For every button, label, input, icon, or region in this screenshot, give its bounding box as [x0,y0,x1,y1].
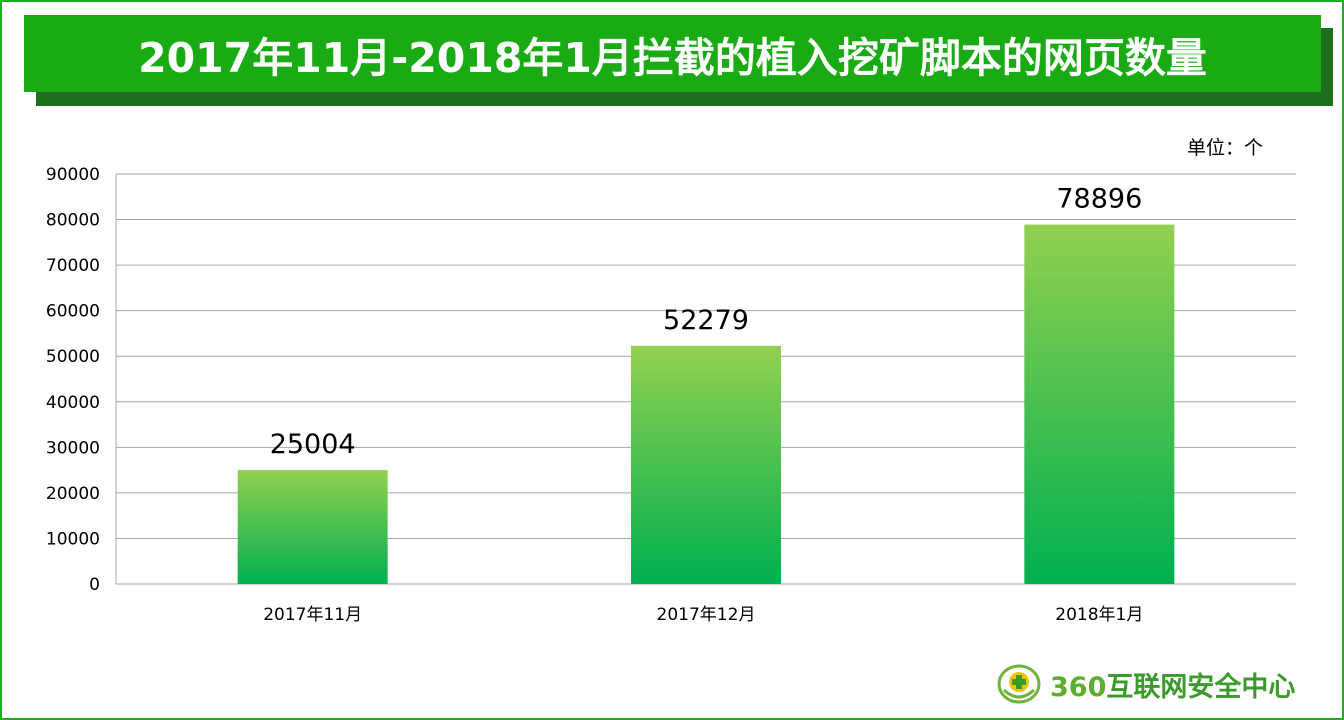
y-tick-label: 10000 [46,529,100,549]
bar [631,345,781,584]
brand-text: 互联网安全中心 [1106,671,1296,703]
y-tick-label: 70000 [46,256,100,276]
data-label: 52279 [663,305,749,336]
bars [237,224,1175,584]
y-tick-label: 0 [89,575,100,595]
y-tick-label: 80000 [46,211,100,231]
chart-title: 2017年11月-2018年1月拦截的植入挖矿脚本的网页数量 [138,33,1207,82]
brand-logo: 360互联网安全中心 [996,664,1295,704]
shield-logo-icon [997,664,1041,704]
brand-name: 360互联网安全中心 [1050,665,1295,704]
bar [237,470,388,584]
brand-number: 360 [1050,671,1107,703]
x-tick-label: 2017年12月 [657,605,756,625]
bar [1024,224,1175,584]
y-tick-label: 40000 [46,393,100,413]
x-tick-label: 2017年11月 [263,605,362,625]
data-label: 78896 [1056,184,1142,215]
title-bar: 2017年11月-2018年1月拦截的植入挖矿脚本的网页数量 [24,15,1321,92]
data-label: 25004 [270,429,356,460]
y-tick-label: 30000 [46,438,100,458]
y-tick-label: 90000 [46,165,100,185]
y-tick-label: 50000 [46,347,100,367]
y-tick-label: 20000 [46,484,100,504]
x-axis-ticks: 2017年11月 2017年12月 2018年1月 [263,605,1143,625]
data-labels: 25004 52279 78896 [270,184,1143,461]
x-tick-label: 2018年1月 [1055,605,1143,625]
y-axis-ticks: 0 10000 20000 30000 40000 50000 60000 70000 8000… [46,165,100,595]
unit-label: 单位：个 [1187,137,1264,159]
y-tick-label: 60000 [46,302,100,322]
